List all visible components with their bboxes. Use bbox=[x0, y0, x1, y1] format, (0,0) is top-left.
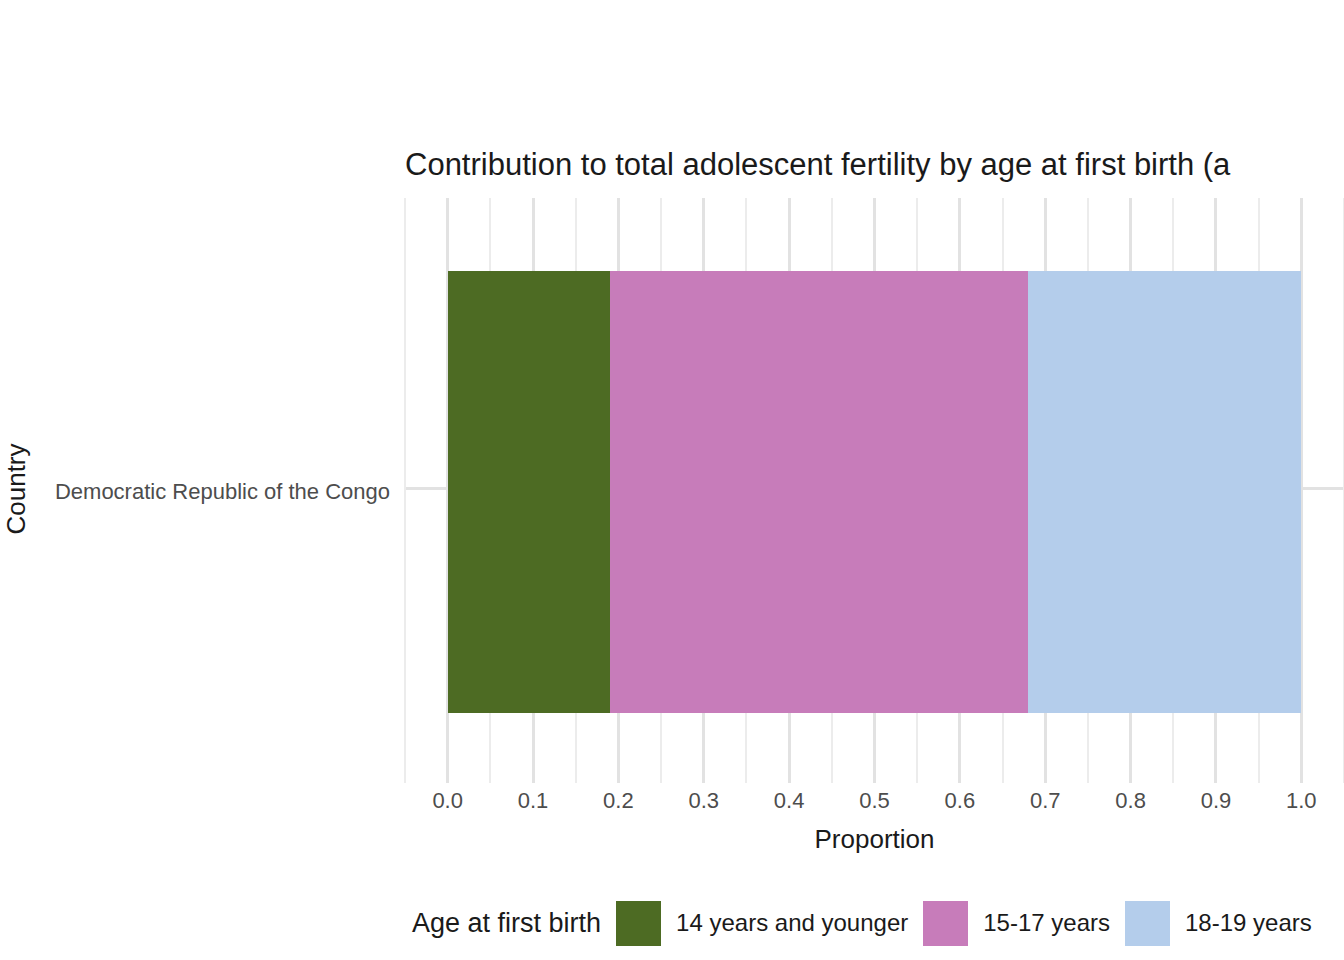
legend-key-swatch bbox=[616, 901, 661, 946]
legend-item-15-17-years: 15-17 years bbox=[923, 901, 1110, 946]
bar-segment-18-19-years bbox=[1028, 271, 1301, 713]
legend-title: Age at first birth bbox=[412, 908, 601, 939]
chart-title: Contribution to total adolescent fertili… bbox=[405, 147, 1230, 183]
x-tick-label: 0.2 bbox=[603, 788, 634, 814]
x-tick-label: 0.8 bbox=[1115, 788, 1146, 814]
x-tick-label: 0.1 bbox=[518, 788, 549, 814]
x-tick-label: 0.3 bbox=[688, 788, 719, 814]
x-axis-tick-labels: 0.0 0.1 0.2 0.3 0.4 0.5 0.6 0.7 0.8 0.9 1.0 bbox=[405, 788, 1344, 816]
bar-segment-15-17-years bbox=[610, 271, 1028, 713]
stacked-bar bbox=[448, 271, 1302, 713]
legend-item-18-19-years: 18-19 years bbox=[1125, 901, 1312, 946]
plot-panel bbox=[405, 198, 1344, 783]
legend-key-swatch bbox=[1125, 901, 1170, 946]
x-tick-label: 1.0 bbox=[1286, 788, 1317, 814]
legend-item-label: 18-19 years bbox=[1185, 909, 1312, 937]
bar-segment-14-years-and-younger bbox=[448, 271, 610, 713]
x-tick-label: 0.7 bbox=[1030, 788, 1061, 814]
legend-item-14-years-and-younger: 14 years and younger bbox=[616, 901, 908, 946]
x-tick-label: 0.6 bbox=[945, 788, 976, 814]
legend-entries: 14 years and younger 15-17 years 18-19 yea… bbox=[616, 901, 1312, 946]
x-tick-label: 0.5 bbox=[859, 788, 890, 814]
legend: Age at first birth 14 years and younger1… bbox=[412, 896, 1312, 950]
legend-item-label: 14 years and younger bbox=[676, 909, 908, 937]
legend-key-swatch bbox=[923, 901, 968, 946]
x-tick-label: 0.0 bbox=[432, 788, 463, 814]
y-tick-label-country: Democratic Republic of the Congo bbox=[0, 479, 390, 505]
x-axis-title: Proportion bbox=[405, 824, 1344, 855]
gridline-minor bbox=[404, 198, 406, 783]
x-tick-label: 0.4 bbox=[774, 788, 805, 814]
x-tick-label: 0.9 bbox=[1201, 788, 1232, 814]
legend-item-label: 15-17 years bbox=[983, 909, 1110, 937]
